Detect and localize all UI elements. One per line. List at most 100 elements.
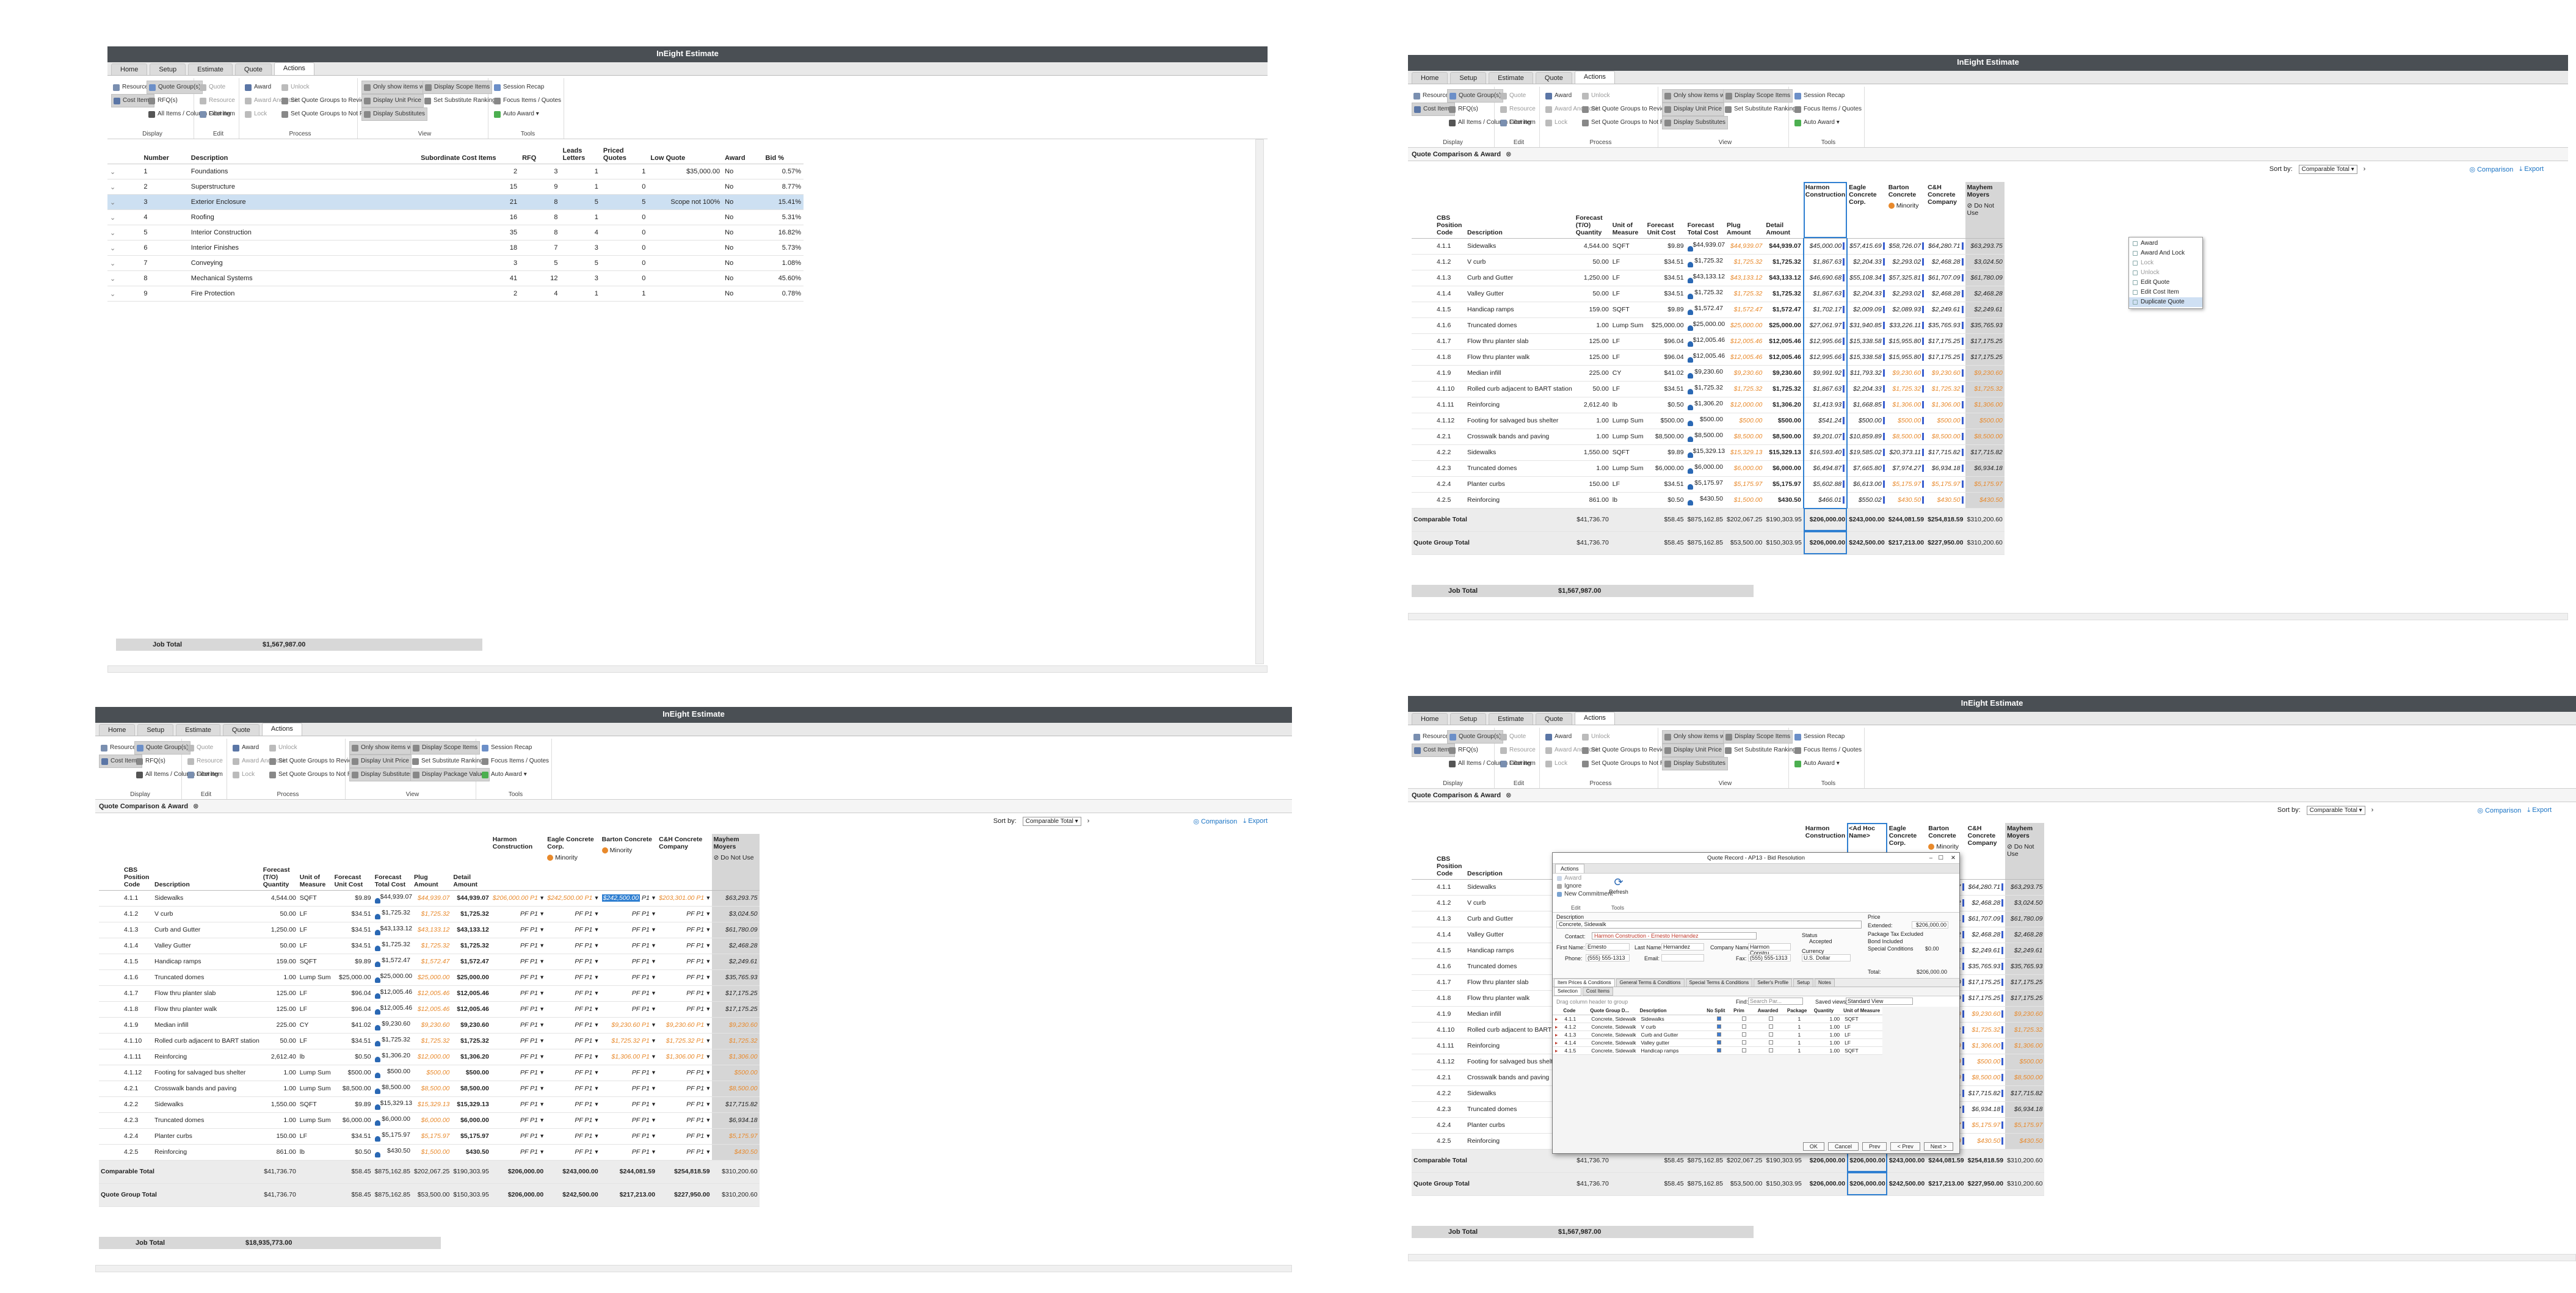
vendor-quote-cell[interactable]: $1,306.00 bbox=[2005, 1038, 2045, 1054]
vendor-quote-cell[interactable]: PF P1 ▾ bbox=[657, 938, 712, 954]
chevron-down-icon[interactable]: ▾ bbox=[595, 1069, 598, 1076]
chevron-down-icon[interactable]: ▾ bbox=[651, 1005, 656, 1013]
chevron-down-icon[interactable]: ▾ bbox=[651, 990, 656, 997]
vendor-quote-cell[interactable]: PF P1 ▾ bbox=[657, 1081, 712, 1097]
vendor-quote-cell[interactable]: $8,500.00 bbox=[1926, 429, 1965, 445]
vendor-quote-cell[interactable]: $430.50 bbox=[1926, 492, 1965, 509]
chevron-down-icon[interactable]: ▾ bbox=[651, 894, 656, 902]
vendor-quote-cell[interactable]: PF P1 ▾ bbox=[657, 1144, 712, 1161]
vertical-scrollbar[interactable] bbox=[1255, 139, 1264, 664]
vendor-quote-cell[interactable]: $2,468.28 bbox=[1965, 895, 2006, 911]
set-not-reviewed-button[interactable]: Set Quote Groups to Not Reviewed bbox=[1580, 757, 1689, 770]
vendor-quote-cell[interactable]: $8,500.00 bbox=[2005, 1070, 2045, 1086]
chevron-down-icon[interactable]: ▾ bbox=[651, 1148, 656, 1156]
col-header-rfq[interactable]: RFQ bbox=[520, 145, 561, 164]
vendor-quote-cell[interactable]: $1,725.32 bbox=[1965, 381, 2005, 397]
display-substitutes-button[interactable]: Display Substitutes bbox=[1662, 757, 1729, 770]
vendor-quote-cell[interactable]: PF P1 ▾ bbox=[657, 985, 712, 1002]
export-link[interactable]: ⤓ Export bbox=[1243, 817, 1268, 825]
chevron-down-icon[interactable]: ▾ bbox=[706, 1117, 710, 1124]
comparison-link[interactable]: ◎ Comparison bbox=[1193, 817, 1237, 825]
dialog-prev-button[interactable]: < Prev bbox=[1890, 1142, 1920, 1151]
vendor-quote-cell[interactable]: $19,585.02 bbox=[1847, 444, 1887, 461]
selected-value[interactable]: $242,500.00 bbox=[601, 894, 640, 902]
award-button[interactable]: Award bbox=[243, 81, 273, 94]
display-unit-price-button[interactable]: Display Unit Price bbox=[1662, 744, 1724, 757]
dialog-inner-tab-selection[interactable]: Selection bbox=[1554, 987, 1581, 996]
all-items-filter-button[interactable]: All Items / Column Filtering bbox=[147, 107, 232, 121]
vendor-quote-cell[interactable]: $61,780.09 bbox=[1965, 270, 2005, 286]
vendor-quote-cell[interactable]: PF P1 ▾ bbox=[657, 969, 712, 986]
display-substitutes-button[interactable]: Display Substitutes bbox=[349, 768, 416, 781]
vendor-quote-cell[interactable]: $7,974.27 bbox=[1886, 460, 1926, 477]
vendor-quote-cell[interactable]: $541.24 bbox=[1802, 413, 1848, 429]
quote-groups-button[interactable]: Quote Group(s) bbox=[134, 741, 191, 755]
vendor-quote-cell[interactable]: $17,175.25 bbox=[1926, 333, 1965, 350]
tab-actions[interactable]: Actions bbox=[1574, 712, 1615, 725]
vendor-quote-cell[interactable]: PF P1 ▾ bbox=[490, 938, 546, 954]
edit-quote-button[interactable]: Quote bbox=[1498, 89, 1528, 103]
vendor-quote-cell[interactable]: $203,301.00 P1 ▾ bbox=[657, 890, 712, 907]
set-reviewed-button[interactable]: Set Quote Groups to Reviewed bbox=[1580, 103, 1677, 116]
chevron-down-icon[interactable]: ▾ bbox=[706, 942, 710, 949]
saved-views-select[interactable]: Standard View bbox=[1846, 998, 1913, 1005]
quote-groups-button[interactable]: Quote Group(s) bbox=[1447, 730, 1504, 744]
vendor-quote-cell[interactable]: $242,500.00 P1 ▾ bbox=[600, 890, 658, 907]
table-row[interactable]: 4.1.10 Rolled curb adjacent to BART stati… bbox=[99, 1033, 760, 1049]
tab-estimate[interactable]: Estimate bbox=[176, 724, 220, 736]
vendor-quote-cell[interactable]: PF P1 ▾ bbox=[490, 1033, 546, 1049]
cost-items-button[interactable]: Cost Items bbox=[111, 94, 154, 107]
vendor-quote-cell[interactable]: PF P1 ▾ bbox=[545, 1144, 600, 1161]
checkbox[interactable] bbox=[1742, 1016, 1747, 1021]
vendor-quote-cell[interactable]: PF P1 ▾ bbox=[545, 906, 600, 922]
vendor-quote-cell[interactable]: $55,108.34 bbox=[1847, 270, 1887, 286]
close-tab-icon[interactable]: ⊗ bbox=[1506, 151, 1512, 158]
checkbox[interactable] bbox=[1716, 1032, 1721, 1037]
vendor-quote-cell[interactable]: $6,934.18 bbox=[2005, 1101, 2045, 1118]
vendor-quote-cell[interactable]: $63,293.75 bbox=[1965, 238, 2005, 255]
vendor-quote-cell[interactable]: $5,175.97 bbox=[1886, 476, 1926, 493]
tab-quote[interactable]: Quote bbox=[234, 63, 272, 75]
lock-button[interactable]: Lock bbox=[1544, 116, 1569, 129]
vendor-quote-cell[interactable]: $1,725.32 P1 ▾ bbox=[600, 1033, 658, 1049]
vendor-quote-cell[interactable]: $500.00 bbox=[1847, 413, 1887, 429]
vendor-quote-cell[interactable]: PF P1 ▾ bbox=[657, 1001, 712, 1018]
comparison-panel-tab[interactable]: Quote Comparison & Award ⊗ bbox=[1408, 148, 2568, 161]
lock-button[interactable]: Lock bbox=[243, 107, 269, 121]
vendor-quote-cell[interactable]: $33,226.11 bbox=[1886, 317, 1926, 334]
chevron-down-icon[interactable]: ▾ bbox=[540, 1005, 544, 1013]
table-row[interactable]: ⌄ 3 Exterior Enclosure 21 8 5 5 Scope not 100% N… bbox=[107, 194, 804, 210]
vendor-quote-cell[interactable]: $35,765.93 bbox=[711, 969, 760, 986]
vendor-quote-cell[interactable]: $12,995.66 bbox=[1802, 349, 1848, 366]
vendor-quote-cell[interactable]: $5,175.97 bbox=[2005, 1117, 2045, 1134]
vendor-quote-cell[interactable]: PF P1 ▾ bbox=[490, 1081, 546, 1097]
award-button[interactable]: Award bbox=[1544, 89, 1573, 103]
vendor-quote-cell[interactable]: $6,494.87 bbox=[1802, 460, 1848, 477]
col-header-number[interactable]: Number bbox=[141, 145, 189, 164]
display-package-values-button[interactable]: Display Package Values bbox=[410, 768, 490, 781]
vendor-header-mayhem-moyers[interactable]: Mayhem Moyers ⊘ Do Not Use bbox=[1965, 182, 2005, 239]
chevron-down-icon[interactable]: ▾ bbox=[651, 1053, 656, 1060]
vendor-quote-cell[interactable]: PF P1 ▾ bbox=[545, 954, 600, 970]
vendor-quote-cell[interactable]: $20,373.11 bbox=[1886, 444, 1926, 461]
tab-setup[interactable]: Setup bbox=[150, 63, 186, 75]
dialog-subtab-item-prices-conditions[interactable]: Item Prices & Conditions bbox=[1554, 979, 1615, 987]
horizontal-scrollbar[interactable] bbox=[1408, 1254, 2576, 1261]
col-header-plug-amount[interactable]: Plug Amount bbox=[1724, 182, 1765, 239]
company-field[interactable]: Harmon Constru bbox=[1748, 943, 1791, 956]
set-reviewed-button[interactable]: Set Quote Groups to Reviewed bbox=[1580, 744, 1677, 757]
auto-award-button[interactable]: Auto Award ▾ bbox=[1793, 116, 1841, 129]
vendor-quote-cell[interactable]: $64,280.71 bbox=[1926, 238, 1965, 255]
chevron-down-icon[interactable]: ▾ bbox=[595, 926, 598, 933]
vendor-quote-cell[interactable]: $2,204.33 bbox=[1847, 254, 1887, 270]
vendor-quote-cell[interactable]: $1,306.00 bbox=[1886, 397, 1926, 413]
tab-setup[interactable]: Setup bbox=[1450, 713, 1487, 725]
chevron-down-icon[interactable]: ▾ bbox=[706, 1085, 710, 1092]
display-scope-items-button[interactable]: Display Scope Items bbox=[410, 741, 481, 755]
contact-field[interactable]: Harmon Construction - Ernesto Hernandez bbox=[1592, 932, 1757, 940]
vendor-quote-cell[interactable]: $35,765.93 bbox=[2005, 958, 2045, 975]
